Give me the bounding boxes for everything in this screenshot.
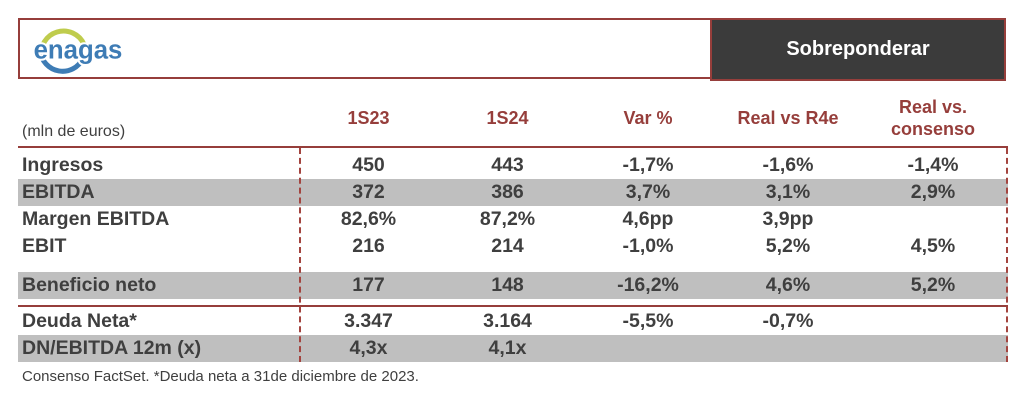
section-divider [18,299,1008,307]
cell-real-vs-r4e: -1,6% [762,153,814,176]
unit-label: (mln de euros) [22,123,126,140]
table-row: Beneficio neto 177 148 -16,2% 4,6% 5,2% [18,272,1008,299]
row-label: EBIT [22,234,67,257]
cell-1s24: 148 [491,273,524,296]
table-row: EBITDA 372 386 3,7% 3,1% 2,9% [18,179,1008,206]
cell-1s23: 450 [352,153,385,176]
cell-1s24: 386 [491,180,524,203]
cell-real-vs-r4e: 3,1% [765,180,811,203]
results-table: (mln de euros) 1S23 1S24 Var % Real vs R… [18,92,1008,385]
dashed-separator-left [299,148,301,362]
row-label: Beneficio neto [22,273,157,296]
column-header-real-vs-r4e: Real vs R4e [737,108,839,129]
cell-var: 4,6pp [622,207,674,230]
header-band: enagas Sobreponderar [18,18,1006,81]
row-label: Ingresos [22,153,104,176]
cell-real-vs-consenso: -1,4% [907,153,959,176]
cell-1s24: 4,1x [488,336,527,359]
cell-1s24: 87,2% [479,207,536,230]
table-row: DN/EBITDA 12m (x) 4,3x 4,1x [18,335,1008,362]
table-row: Deuda Neta* 3.347 3.164 -5,5% -0,7% [18,308,1008,335]
cell-1s23: 4,3x [349,336,388,359]
rating-badge: Sobreponderar [710,18,1006,81]
enagas-logo-icon: enagas [32,28,124,74]
cell-1s23: 177 [352,273,385,296]
cell-real-vs-r4e: -0,7% [762,309,814,332]
table-row: Margen EBITDA 82,6% 87,2% 4,6pp 3,9pp [18,206,1008,233]
header-underline [18,146,1008,148]
table-row: EBIT 216 214 -1,0% 5,2% 4,5% [18,233,1008,260]
cell-real-vs-r4e: 5,2% [765,234,811,257]
column-header-real-vs-consenso: Real vs. consenso [890,97,976,139]
cell-var: -5,5% [622,309,674,332]
cell-1s24: 443 [491,153,524,176]
rating-label: Sobreponderar [786,38,930,60]
row-label: EBITDA [22,180,95,203]
cell-1s23: 372 [352,180,385,203]
cell-1s23: 82,6% [340,207,397,230]
cell-real-vs-consenso: 4,5% [910,234,956,257]
footnote: Consenso FactSet. *Deuda neta a 31de dic… [22,368,419,385]
cell-real-vs-consenso: 5,2% [910,273,956,296]
cell-real-vs-r4e: 3,9pp [762,207,814,230]
table-row: Ingresos 450 443 -1,7% -1,6% -1,4% [18,152,1008,179]
table-header-row: (mln de euros) 1S23 1S24 Var % Real vs R… [18,92,1008,146]
logo-wordmark: enagas [34,36,123,64]
row-label: Margen EBITDA [22,207,170,230]
column-header-1s24: 1S24 [486,108,529,129]
cell-1s23: 3.347 [344,309,393,332]
logo-arc-bottom [37,48,86,74]
column-header-1s23: 1S23 [347,108,390,129]
cell-var: -1,0% [622,234,674,257]
cell-real-vs-r4e: 4,6% [765,273,811,296]
table-body: Ingresos 450 443 -1,7% -1,6% -1,4% EBITD… [18,148,1008,362]
row-spacer [18,260,1008,272]
cell-var: 3,7% [625,180,671,203]
dashed-separator-right [1006,148,1008,362]
cell-1s23: 216 [352,234,385,257]
row-label: DN/EBITDA 12m (x) [22,336,202,359]
cell-var: -1,7% [622,153,674,176]
cell-var: -16,2% [617,273,679,296]
cell-real-vs-consenso: 2,9% [910,180,956,203]
cell-1s24: 3.164 [483,309,532,332]
row-label: Deuda Neta* [22,309,137,332]
cell-1s24: 214 [491,234,524,257]
column-header-var: Var % [623,108,673,129]
